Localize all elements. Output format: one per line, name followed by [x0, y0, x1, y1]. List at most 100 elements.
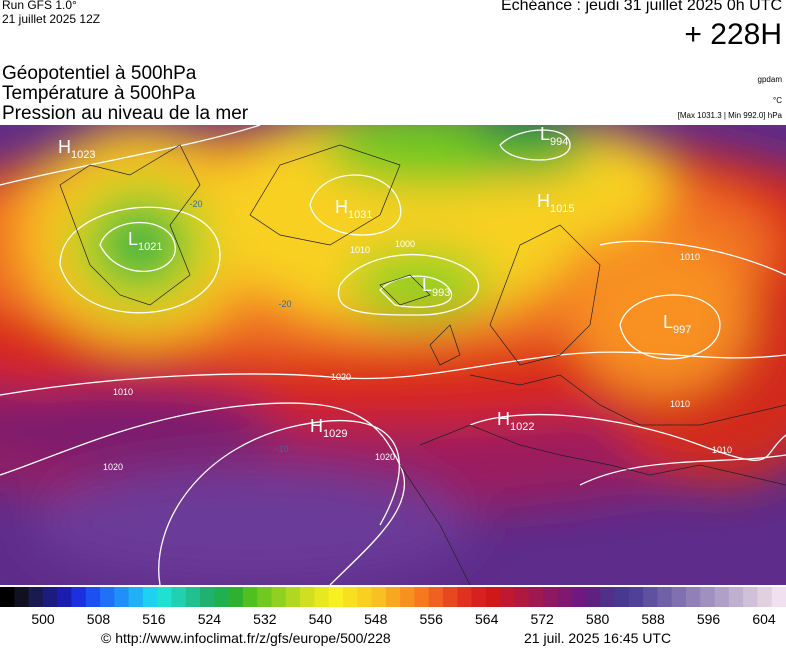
colorbar-swatch	[385, 587, 401, 607]
pressure-center: L1021	[128, 229, 163, 253]
colorbar-swatch	[685, 587, 701, 607]
center-value: 993	[432, 287, 450, 299]
run-label: Run GFS 1.0°	[2, 0, 77, 12]
center-type: H	[537, 191, 550, 211]
colorbar-swatch	[471, 587, 487, 607]
colorbar-swatch	[342, 587, 358, 607]
center-value: 1029	[323, 428, 347, 440]
map: H1023L1021H1031L993H1015L997H1029H1022L9…	[0, 125, 786, 585]
colorbar-swatch	[757, 587, 773, 607]
center-value: 1022	[510, 421, 534, 433]
colorbar-swatch	[28, 587, 44, 607]
center-type: H	[497, 409, 510, 429]
isobar-label: 1010	[350, 245, 370, 255]
center-value: 1015	[550, 203, 574, 215]
center-type: L	[540, 125, 550, 144]
colorbar-swatch	[628, 587, 644, 607]
isobar-label: 1020	[103, 462, 123, 472]
colorbar-swatch	[371, 587, 387, 607]
colorbar-swatch	[728, 587, 744, 607]
center-type: H	[335, 197, 348, 217]
colorbar-swatch	[671, 587, 687, 607]
temperature-label: -10	[275, 444, 288, 454]
colorbar-swatch	[528, 587, 544, 607]
colorbar-swatch	[643, 587, 658, 607]
colorbar-swatch	[428, 587, 444, 607]
pressure-center: L993	[422, 275, 450, 299]
isobar-label: 1000	[395, 239, 415, 249]
colorbar-swatch	[414, 587, 430, 607]
colorbar-tick-label: 524	[198, 611, 222, 627]
colorbar-swatch	[600, 587, 616, 607]
forecast-time: Echéance : jeudi 31 juillet 2025 0h UTC	[500, 0, 782, 14]
colorbar-swatch	[557, 587, 573, 607]
colorbar-swatch	[543, 587, 558, 607]
colorbar-swatch	[457, 587, 473, 607]
colorbar-swatch	[257, 587, 273, 607]
colorbar-swatch	[128, 587, 144, 607]
layer-title: Pression au niveau de la mer	[2, 103, 249, 124]
colorbar-swatch	[657, 587, 673, 607]
colorbar-swatch	[100, 587, 115, 607]
isobar-label: 1010	[680, 252, 700, 262]
colorbar-swatch	[157, 587, 172, 607]
colorbar-swatch	[42, 587, 58, 607]
colorbar-swatch	[85, 587, 101, 607]
colorbar-tick-label: 508	[87, 611, 111, 627]
pressure-center: H1022	[497, 409, 534, 433]
isobar-label: 1010	[712, 445, 732, 455]
pressure-center: L997	[663, 312, 691, 336]
colorbar-swatch	[57, 587, 72, 607]
lead-time: + 228H	[684, 18, 782, 51]
colorbar-tick-label: 580	[586, 611, 610, 627]
colorbar-tick-label: 548	[364, 611, 388, 627]
colorbar-swatch	[285, 587, 301, 607]
colorbar-swatch	[71, 587, 87, 607]
isobars	[0, 125, 786, 585]
pressure-center: H1023	[58, 137, 95, 161]
center-value: 994	[550, 136, 568, 148]
center-type: H	[310, 416, 323, 436]
colorbar-tick-label: 556	[420, 611, 444, 627]
colorbar-swatch	[357, 587, 373, 607]
pressure-center: H1015	[537, 191, 574, 215]
isobar-label: 1010	[113, 387, 133, 397]
colorbar-tick-label: 604	[752, 611, 776, 627]
colorbar-swatch	[214, 587, 230, 607]
colorbar-swatch	[314, 587, 330, 607]
field	[0, 125, 786, 585]
layer-title: Géopotentiel à 500hPa	[2, 63, 197, 84]
colorbar-swatch	[443, 587, 458, 607]
colorbar-swatch	[700, 587, 716, 607]
center-value: 1021	[138, 241, 162, 253]
isobar-label: 1010	[670, 399, 690, 409]
generation-time: 21 juil. 2025 16:45 UTC	[524, 630, 672, 646]
colorbar-swatch	[400, 587, 415, 607]
colorbar-tick-label: 532	[253, 611, 277, 627]
colorbar-tick-label: 540	[309, 611, 333, 627]
layer-title: Température à 500hPa	[2, 83, 196, 104]
colorbar-tick-label: 500	[31, 611, 55, 627]
colorbar-swatch	[114, 587, 130, 607]
colorbar-swatch	[300, 587, 315, 607]
center-type: L	[422, 275, 432, 295]
center-type: L	[128, 229, 138, 249]
colorbar-tick-label: 564	[475, 611, 499, 627]
unit-label: gpdam	[757, 75, 782, 84]
pressure-center: H1031	[335, 197, 372, 221]
colorbar-tick-label: 588	[641, 611, 665, 627]
colorbar-swatch	[585, 587, 601, 607]
colorbar-swatch	[185, 587, 201, 607]
colorbar-swatch	[571, 587, 587, 607]
colorbar-tick-label: 516	[142, 611, 166, 627]
pressure-center: L994	[540, 125, 568, 148]
colorbar-swatch	[771, 587, 786, 607]
colorbar-swatch	[514, 587, 530, 607]
colorbar-swatch	[242, 587, 258, 607]
unit-label: °C	[773, 96, 782, 105]
colorbar-swatch	[228, 587, 244, 607]
run-date: 21 juillet 2025 12Z	[2, 12, 101, 26]
colorbar-swatch	[714, 587, 730, 607]
colorbar-tick-label: 596	[697, 611, 721, 627]
